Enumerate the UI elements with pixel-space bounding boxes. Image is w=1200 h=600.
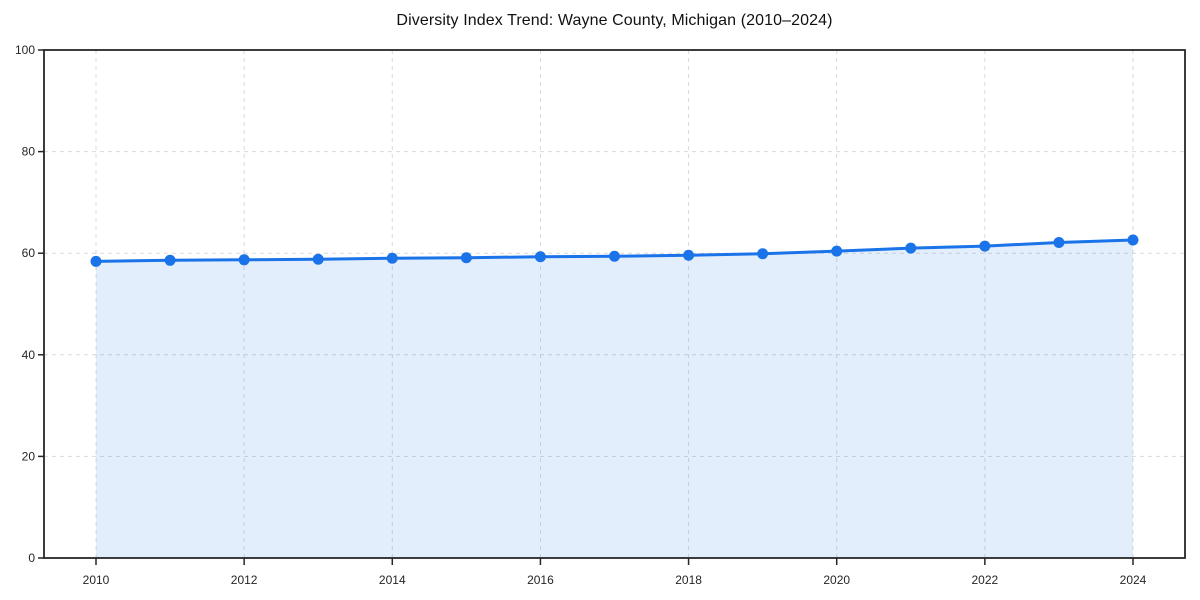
x-tick-label-2014: 2014 (379, 573, 406, 587)
chart-title: Diversity Index Trend: Wayne County, Mic… (396, 12, 833, 29)
data-point-2019 (757, 248, 769, 260)
x-tick-label-2016: 2016 (527, 573, 554, 587)
data-point-2021 (905, 242, 917, 254)
y-tick-label-40: 40 (22, 348, 36, 362)
data-point-2017 (609, 250, 620, 262)
data-point-2014 (386, 252, 398, 264)
y-tick-label-60: 60 (22, 246, 36, 260)
y-tick-label-100: 100 (15, 43, 35, 57)
y-tick-label-20: 20 (22, 449, 36, 463)
data-point-2020 (831, 245, 843, 257)
x-tick-label-2020: 2020 (823, 573, 850, 587)
x-tick-label-2022: 2022 (972, 573, 999, 587)
x-tick-label-2012: 2012 (231, 573, 258, 587)
data-point-2010 (90, 255, 102, 267)
plot-border (43, 49, 1186, 559)
x-tick-label-2018: 2018 (675, 573, 702, 587)
data-point-2022 (979, 240, 991, 252)
data-point-2016 (534, 251, 546, 263)
data-point-2012 (238, 254, 250, 266)
y-tick-label-0: 0 (28, 551, 35, 565)
y-tick-label-80: 80 (22, 145, 36, 159)
data-point-2011 (164, 254, 176, 266)
x-tick-label-2010: 2010 (83, 573, 110, 587)
data-point-2015 (460, 252, 472, 264)
data-point-2023 (1053, 237, 1065, 249)
x-tick-label-2024: 2024 (1120, 573, 1147, 587)
data-point-2013 (312, 253, 324, 265)
data-point-2024 (1127, 234, 1139, 246)
area-fill (96, 239, 1133, 558)
data-point-2018 (683, 249, 695, 261)
